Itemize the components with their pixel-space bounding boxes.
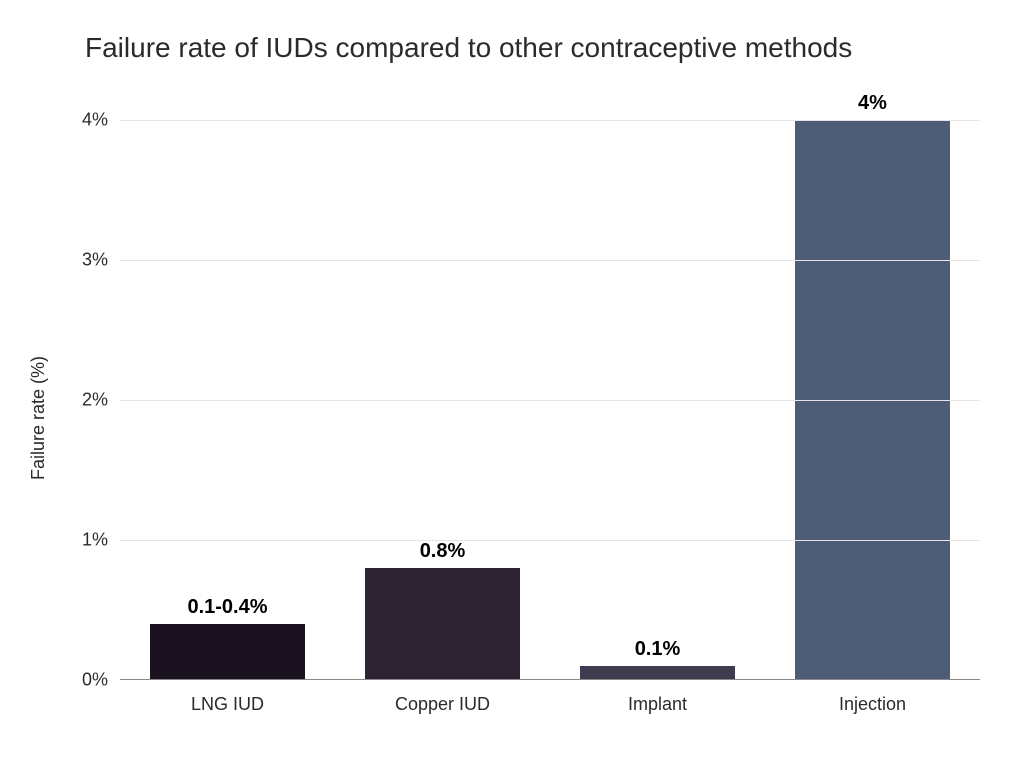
gridline: [120, 400, 980, 401]
y-tick-label: 1%: [82, 530, 108, 551]
x-tick-label: Implant: [628, 694, 687, 715]
y-tick-label: 2%: [82, 390, 108, 411]
chart-title: Failure rate of IUDs compared to other c…: [85, 30, 905, 65]
x-tick-label: LNG IUD: [191, 694, 264, 715]
x-tick-label: Copper IUD: [395, 694, 490, 715]
y-tick-label: 3%: [82, 250, 108, 271]
gridline: [120, 540, 980, 541]
y-tick-label: 0%: [82, 670, 108, 691]
bar: 0.1-0.4%: [150, 624, 305, 680]
gridline: [120, 120, 980, 121]
y-tick-label: 4%: [82, 110, 108, 131]
x-tick-label: Injection: [839, 694, 906, 715]
bar-value-label: 4%: [858, 92, 887, 115]
bar-value-label: 0.1%: [635, 638, 681, 661]
y-axis-label: Failure rate (%): [28, 356, 49, 480]
x-axis-line: [120, 679, 980, 680]
bar-value-label: 0.8%: [420, 540, 466, 563]
bar: 0.8%: [365, 568, 520, 680]
bar: 0.1%: [580, 666, 735, 680]
gridline: [120, 260, 980, 261]
chart-container: Failure rate of IUDs compared to other c…: [0, 0, 1024, 768]
plot-area: 0.1-0.4%0.8%0.1%4% 0%1%2%3%4%LNG IUDCopp…: [120, 120, 980, 680]
bar-value-label: 0.1-0.4%: [187, 596, 267, 619]
